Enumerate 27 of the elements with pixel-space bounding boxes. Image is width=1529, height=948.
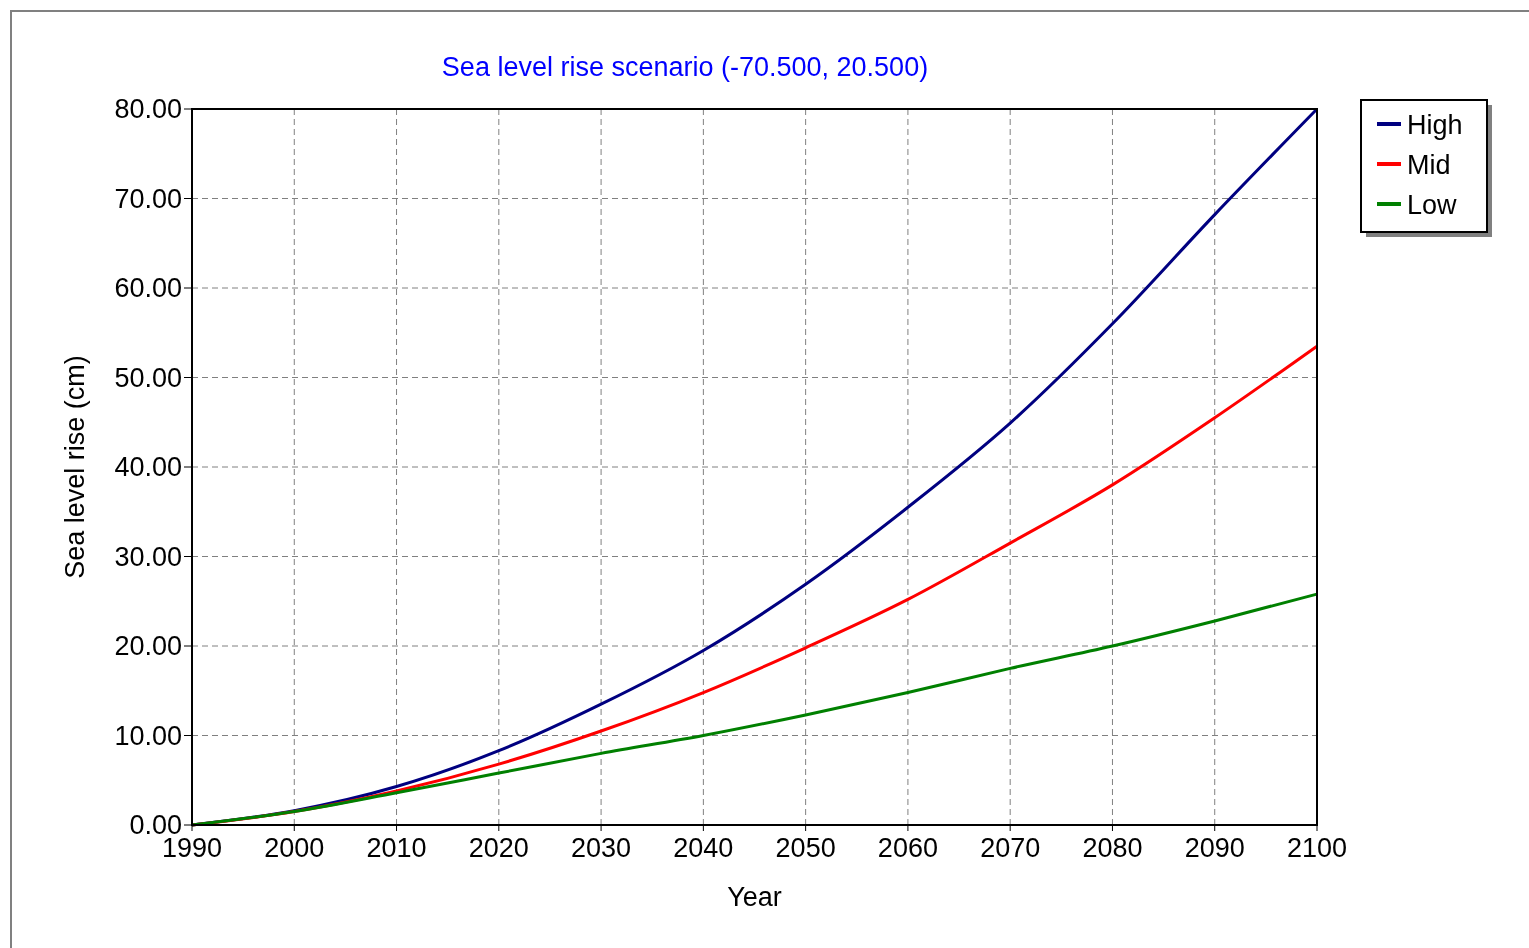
y-tick-label: 10.00 <box>114 720 182 751</box>
x-tick-label: 2010 <box>366 833 427 863</box>
x-tick-label: 2030 <box>571 833 632 863</box>
chart-title: Sea level rise scenario (-70.500, 20.500) <box>441 52 929 82</box>
x-tick-label: 2020 <box>468 833 529 863</box>
x-tick-label: 2040 <box>673 833 734 863</box>
y-tick-label: 80.00 <box>114 94 182 124</box>
legend-label: Mid <box>1407 150 1451 180</box>
x-axis-title: Year <box>727 882 782 912</box>
y-tick-label: 40.00 <box>114 452 182 482</box>
legend-label: High <box>1407 110 1463 140</box>
x-tick-label: 1990 <box>161 833 223 863</box>
y-tick-label: 70.00 <box>114 183 182 214</box>
y-tick-label: 50.00 <box>114 362 182 393</box>
legend-label: Low <box>1407 190 1458 220</box>
y-tick-label: 30.00 <box>114 541 182 572</box>
x-tick-label: 2100 <box>1286 833 1348 863</box>
x-tick-label: 2070 <box>980 833 1041 863</box>
line-series <box>190 592 1319 827</box>
x-tick-label: 2080 <box>1082 833 1143 863</box>
y-axis-title: Sea level rise (cm) <box>60 355 90 579</box>
x-tick-label: 2050 <box>775 833 836 863</box>
x-tick-label: 2000 <box>264 833 325 863</box>
y-tick-label: 20.00 <box>114 631 182 661</box>
y-tick-label: 60.00 <box>114 273 182 303</box>
x-tick-label: 2090 <box>1184 833 1245 863</box>
x-tick-label: 2060 <box>877 833 938 863</box>
